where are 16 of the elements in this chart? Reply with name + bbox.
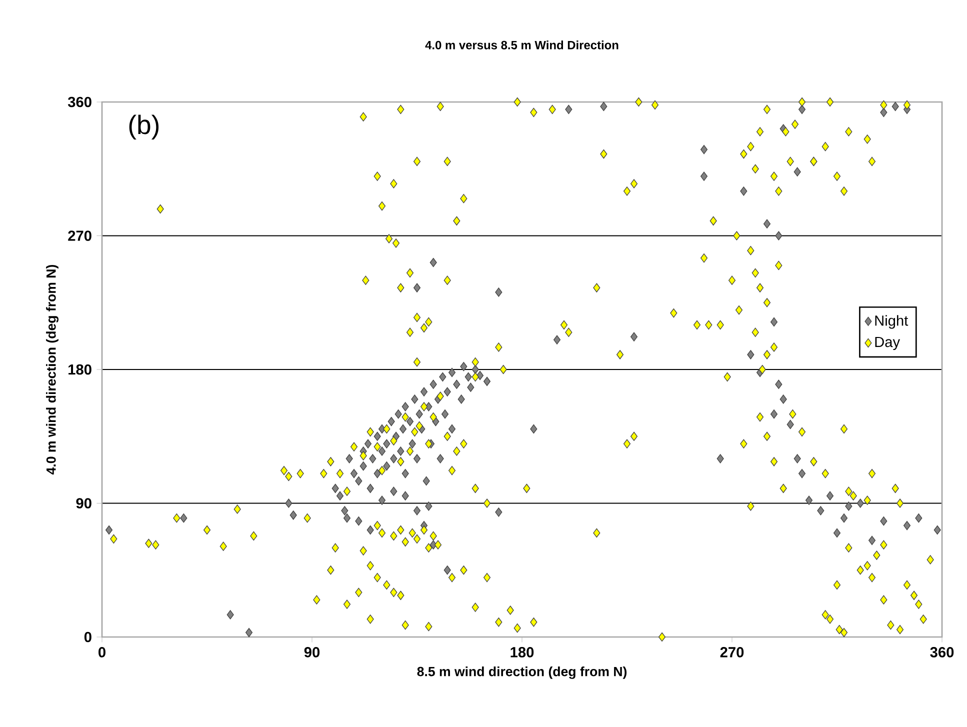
y-tick-label: 360 (68, 96, 92, 108)
annotation: (b) (129, 114, 159, 140)
y-tick-label: 90 (76, 498, 92, 508)
legend-label: Day (875, 336, 900, 350)
x-tick-label: 90 (304, 647, 320, 658)
x-tick-label: 180 (510, 647, 534, 658)
y-tick-label: 270 (68, 230, 92, 241)
x-axis-title: 8.5 m wind direction (deg from N) (417, 666, 627, 679)
y-tick-label: 0 (84, 632, 92, 642)
chart-title: 4.0 m versus 8.5 m Wind Direction (425, 40, 618, 50)
x-tick-label: 360 (930, 647, 954, 658)
legend-label: Night (875, 315, 908, 329)
y-axis-title: 4.0 m wind direction (deg from N) (46, 264, 58, 474)
y-tick-label: 180 (68, 364, 92, 375)
x-tick-label: 270 (720, 647, 744, 658)
x-tick-label: 0 (98, 647, 106, 658)
